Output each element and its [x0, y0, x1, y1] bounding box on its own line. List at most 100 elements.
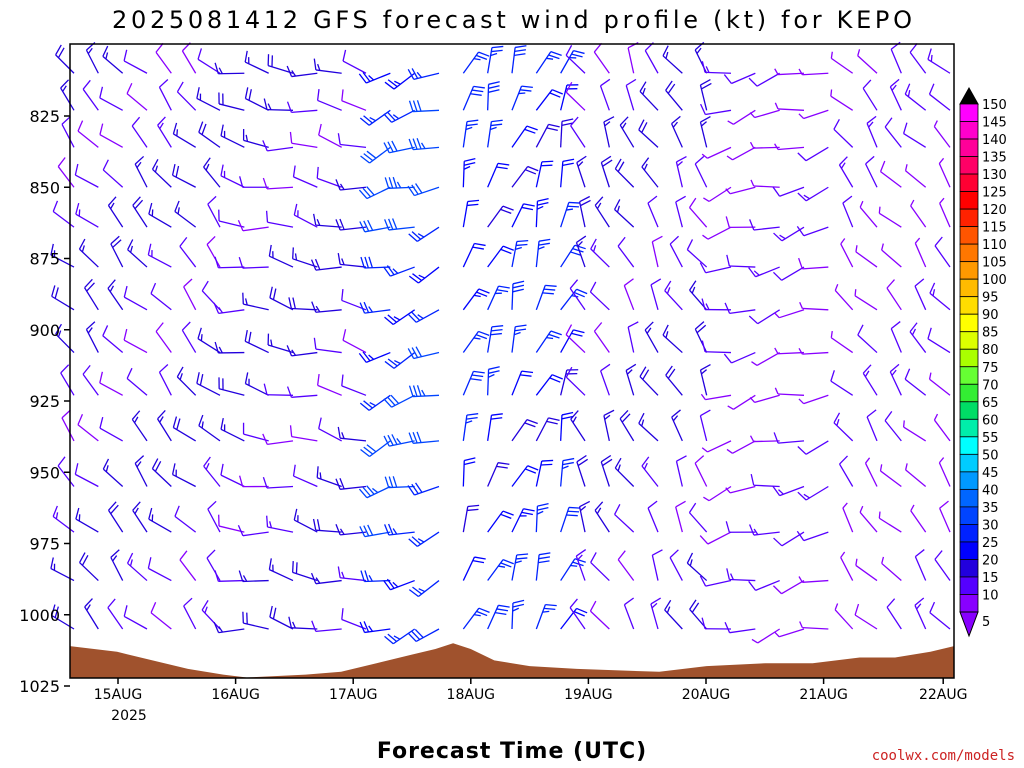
wind-barb: [242, 422, 269, 442]
wind-barb: [183, 597, 197, 630]
wind-barb: [889, 78, 902, 111]
wind-barb: [511, 599, 525, 630]
wind-barb: [723, 351, 756, 364]
colorbar-swatch: [959, 418, 979, 438]
wind-barb: [600, 363, 611, 396]
wind-barb: [834, 283, 854, 311]
wind-barb: [727, 109, 756, 125]
wind-barb: [799, 302, 829, 311]
wind-barb: [179, 236, 197, 268]
wind-barb: [214, 341, 245, 354]
wind-barb: [99, 86, 123, 111]
wind-barb: [85, 321, 99, 353]
wind-barb: [904, 164, 927, 188]
wind-barb: [57, 157, 75, 188]
wind-barb: [560, 201, 581, 228]
wind-barb: [723, 72, 756, 85]
wind-barb: [535, 603, 557, 630]
wind-barb: [335, 524, 367, 536]
wind-barb: [358, 72, 391, 84]
wind-barb: [570, 410, 586, 442]
wind-barb: [862, 79, 878, 111]
wind-barb: [107, 196, 124, 228]
wind-barb: [127, 239, 148, 268]
wind-barb: [600, 155, 613, 188]
wind-barb: [535, 374, 563, 396]
wind-barb: [337, 253, 367, 268]
wind-barb: [599, 78, 611, 111]
wind-barb: [84, 278, 99, 311]
colorbar-swatch: [959, 208, 979, 228]
credit-label: coolwx.com/models: [872, 748, 1015, 764]
wind-barb: [855, 558, 878, 582]
wind-barb: [511, 239, 529, 268]
wind-barb: [150, 282, 172, 311]
colorbar-top-arrow: [959, 86, 979, 105]
wind-barb: [176, 366, 197, 396]
wind-barb: [487, 510, 514, 533]
wind-barb: [560, 558, 586, 581]
wind-barb: [61, 409, 75, 442]
wind-barb: [203, 157, 221, 188]
wind-barb: [147, 243, 172, 268]
wind-barb: [102, 458, 124, 487]
wind-barb: [126, 82, 148, 111]
colorbar-swatch: [959, 243, 979, 263]
wind-barb: [337, 426, 367, 442]
wind-barb: [617, 236, 635, 268]
colorbar-label: 20: [982, 553, 999, 568]
wind-barb: [220, 124, 245, 148]
wind-barb: [701, 440, 732, 453]
wind-barb: [834, 603, 854, 630]
wind-barb: [487, 413, 503, 441]
wind-barb: [535, 330, 562, 353]
y-tick-label: 1025: [19, 677, 60, 696]
wind-barb: [408, 580, 440, 597]
wind-barb: [881, 556, 902, 582]
colorbar-label: 95: [982, 291, 999, 306]
wind-barb: [123, 285, 148, 311]
wind-barb: [244, 329, 269, 354]
wind-barb: [238, 475, 269, 488]
wind-barb: [511, 508, 535, 533]
wind-barb: [914, 597, 927, 630]
wind-barb: [511, 125, 538, 148]
wind-barb: [134, 455, 148, 487]
colorbar-swatch: [959, 121, 979, 140]
colorbar-swatch: [959, 453, 979, 473]
wind-barb: [78, 238, 99, 268]
wind-barb: [914, 237, 927, 268]
wind-barb: [535, 502, 549, 533]
wind-barb: [288, 616, 318, 630]
wind-barb: [751, 351, 780, 366]
wind-barb: [359, 301, 391, 314]
wind-barb: [725, 186, 756, 195]
wind-barb: [126, 367, 148, 396]
wind-barb: [700, 393, 732, 401]
colorbar-swatch: [959, 541, 979, 560]
wind-barb: [312, 213, 342, 228]
wind-barb: [84, 598, 99, 630]
wind-barb: [313, 337, 342, 354]
colorbar-bottom-arrow: [959, 611, 979, 638]
colorbar-label: 45: [982, 466, 999, 481]
wind-barb: [383, 140, 415, 154]
wind-barb: [341, 89, 367, 111]
wind-barb: [773, 432, 805, 444]
wind-barb: [603, 116, 615, 148]
wind-barb: [511, 203, 535, 228]
wind-barb: [462, 288, 490, 311]
wind-barb: [865, 155, 878, 188]
wind-barb: [840, 551, 854, 581]
colorbar-swatch: [959, 226, 979, 245]
wind-barb: [675, 155, 687, 188]
wind-barb: [110, 235, 124, 268]
colorbar: 1501451401351301251201151101051009590858…: [959, 86, 1007, 638]
wind-barb: [462, 51, 490, 74]
wind-barb: [174, 505, 197, 533]
wind-barb: [927, 327, 951, 354]
wind-barb: [701, 340, 732, 354]
wind-barb: [535, 459, 554, 487]
wind-barb: [218, 514, 245, 533]
wind-barb: [773, 226, 805, 242]
